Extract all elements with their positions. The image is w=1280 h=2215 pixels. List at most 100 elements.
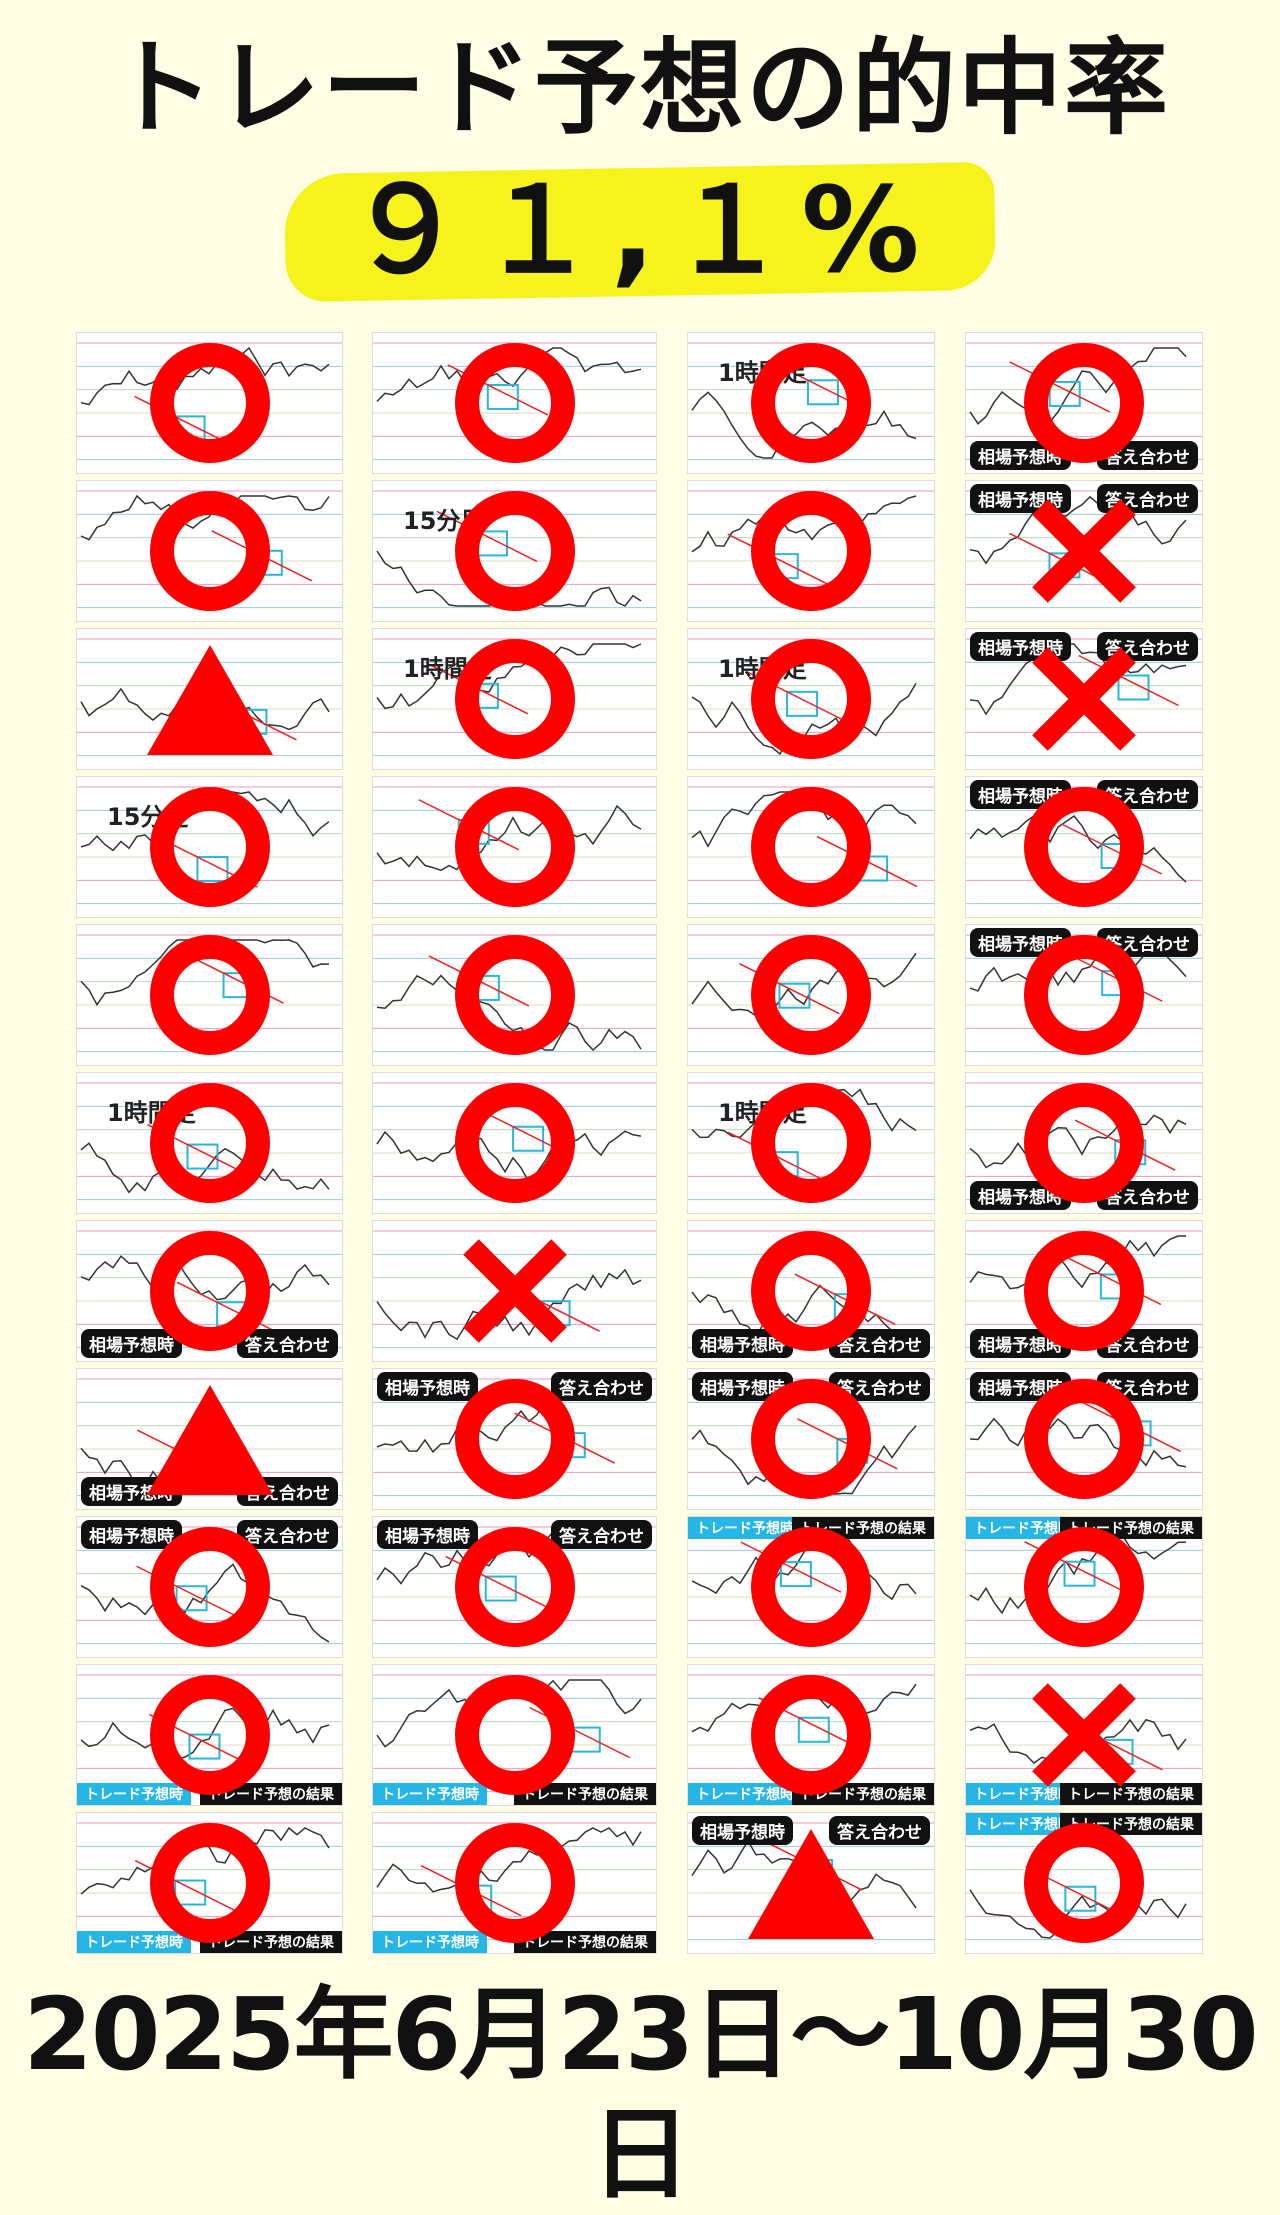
chart-thumbnail <box>373 934 656 1053</box>
thumbnail-label: 1時間足 <box>718 359 807 387</box>
thumbnail-label: 答え合わせ <box>829 1816 930 1845</box>
thumbnail-label: 相場予想時 <box>970 928 1071 957</box>
thumbnail-label: トレード予想時 <box>688 1783 802 1805</box>
result-thumbnail: 相場予想時 答え合わせ <box>687 1220 935 1362</box>
thumbnail-label: 1時間足 <box>718 655 807 683</box>
result-thumbnail <box>76 924 343 1066</box>
thumbnail-label: 答え合わせ <box>829 1372 930 1401</box>
result-thumbnail: 相場予想時 答え合わせ <box>372 1516 657 1658</box>
thumbnail-label: 相場予想時 <box>970 484 1071 513</box>
thumbnail-label: 相場予想時 <box>81 1520 182 1549</box>
thumbnail-label: 相場予想時 <box>377 1372 478 1401</box>
date-range: 2025年6月23日～10月30日 <box>23 1976 1258 2213</box>
result-thumbnail <box>372 332 657 474</box>
thumbnail-label: 相場予想時 <box>970 1329 1071 1358</box>
thumbnail-label: 相場予想時 <box>970 441 1071 470</box>
result-thumbnail <box>372 776 657 918</box>
thumbnail-label: 相場予想時 <box>692 1329 793 1358</box>
thumbnail-label: 相場予想時 <box>692 1816 793 1845</box>
result-thumbnail: 1時間足 <box>687 628 935 770</box>
chart-thumbnail <box>77 490 342 609</box>
thumbnail-label: トレード予想時 <box>373 1931 487 1953</box>
result-thumbnail: 相場予想時 答え合わせ <box>965 1072 1203 1214</box>
chart-thumbnail <box>688 786 934 905</box>
result-thumbnail: トレード予想時 トレード予想の結果 <box>372 1664 657 1806</box>
thumbnail-label: トレード予想時 <box>688 1517 802 1539</box>
thumbnail-label: 15分足 <box>107 803 189 831</box>
chart-thumbnail <box>688 934 934 1053</box>
chart-thumbnail <box>77 342 342 461</box>
result-thumbnail: トレード予想時 トレード予想の結果 <box>372 1812 657 1954</box>
result-thumbnail: 1時間足 <box>372 628 657 770</box>
chart-thumbnail <box>373 1230 656 1349</box>
thumbnail-label: 答え合わせ <box>1097 780 1198 809</box>
chart-thumbnail <box>688 490 934 609</box>
result-thumbnail: トレード予想時 トレード予想の結果 <box>687 1664 935 1806</box>
thumbnail-label: 相場予想時 <box>377 1520 478 1549</box>
thumbnail-label: トレード予想の結果 <box>514 1931 656 1953</box>
thumbnail-label: トレード予想の結果 <box>200 1783 342 1805</box>
thumbnail-label: 答え合わせ <box>1097 928 1198 957</box>
chart-thumbnail <box>373 342 656 461</box>
result-thumbnail: トレード予想時 トレード予想の結果 <box>687 1516 935 1658</box>
thumbnail-label: トレード予想の結果 <box>792 1517 934 1539</box>
result-thumbnail: 相場予想時 答え合わせ <box>687 1812 935 1954</box>
result-thumbnail: 相場予想時 答え合わせ <box>965 776 1203 918</box>
result-thumbnail <box>372 924 657 1066</box>
thumbnail-label: トレード予想の結果 <box>1060 1813 1202 1835</box>
result-thumbnail: トレード予想時 トレード予想の結果 <box>76 1664 343 1806</box>
result-thumbnail: 1時間足 <box>687 1072 935 1214</box>
thumbnail-label: 答え合わせ <box>1097 1181 1198 1210</box>
result-thumbnail <box>372 1220 657 1362</box>
result-thumbnail <box>76 480 343 622</box>
thumbnail-label: 相場予想時 <box>970 780 1071 809</box>
thumbnail-label: 1時間足 <box>107 1099 196 1127</box>
result-thumbnail: 相場予想時 答え合わせ <box>965 1368 1203 1510</box>
thumbnail-label: 15分足 <box>403 507 485 535</box>
result-thumbnail: トレード予想時 トレード予想の結果 <box>76 1812 343 1954</box>
thumbnail-label: 相場予想時 <box>970 1181 1071 1210</box>
thumbnail-label: 答え合わせ <box>1097 441 1198 470</box>
thumbnail-label: トレード予想の結果 <box>792 1783 934 1805</box>
results-grid: 1時間足 相場予想時 答え合わせ 15分足 相場予想時 答え合わせ 1時間足 1時間足 相場予想… <box>76 332 1206 1960</box>
result-thumbnail: 相場予想時 答え合わせ <box>965 1220 1203 1362</box>
result-thumbnail: 相場予想時 答え合わせ <box>965 628 1203 770</box>
chart-thumbnail <box>77 638 342 757</box>
thumbnail-label: トレード予想時 <box>77 1931 191 1953</box>
thumbnail-label: 1時間足 <box>403 655 492 683</box>
chart-thumbnail <box>77 934 342 1053</box>
thumbnail-label: 答え合わせ <box>237 1477 338 1506</box>
thumbnail-label: 答え合わせ <box>551 1520 652 1549</box>
result-thumbnail <box>76 332 343 474</box>
thumbnail-label: 相場予想時 <box>81 1477 182 1506</box>
thumbnail-label: 相場予想時 <box>970 632 1071 661</box>
page-title: トレード予想の的中率 <box>109 27 1170 149</box>
thumbnail-label: 1時間足 <box>718 1099 807 1127</box>
thumbnail-label: トレード予想の結果 <box>1060 1783 1202 1805</box>
thumbnail-label: 答え合わせ <box>551 1372 652 1401</box>
result-thumbnail: 1時間足 <box>76 1072 343 1214</box>
result-thumbnail: トレード予想時 トレード予想の結果 <box>965 1516 1203 1658</box>
result-thumbnail <box>687 776 935 918</box>
thumbnail-label: トレード予想時 <box>77 1783 191 1805</box>
result-thumbnail: 相場予想時 答え合わせ <box>76 1516 343 1658</box>
thumbnail-label: 答え合わせ <box>1097 632 1198 661</box>
thumbnail-label: 相場予想時 <box>970 1372 1071 1401</box>
result-thumbnail: 15分足 <box>76 776 343 918</box>
thumbnail-label: 相場予想時 <box>692 1372 793 1401</box>
result-thumbnail: 相場予想時 答え合わせ <box>372 1368 657 1510</box>
thumbnail-label: トレード予想時 <box>966 1783 1080 1805</box>
result-thumbnail <box>687 480 935 622</box>
thumbnail-label: 答え合わせ <box>237 1520 338 1549</box>
result-thumbnail <box>372 1072 657 1214</box>
result-thumbnail <box>687 924 935 1066</box>
thumbnail-label: 答え合わせ <box>1097 1329 1198 1358</box>
thumbnail-label: 答え合わせ <box>237 1329 338 1358</box>
result-thumbnail: 1時間足 <box>687 332 935 474</box>
thumbnail-label: トレード予想の結果 <box>514 1783 656 1805</box>
result-thumbnail: 相場予想時 答え合わせ <box>965 480 1203 622</box>
result-thumbnail: トレード予想時 トレード予想の結果 <box>965 1812 1203 1954</box>
thumbnail-label: 相場予想時 <box>81 1329 182 1358</box>
chart-thumbnail <box>373 1082 656 1201</box>
result-thumbnail: 相場予想時 答え合わせ <box>965 924 1203 1066</box>
